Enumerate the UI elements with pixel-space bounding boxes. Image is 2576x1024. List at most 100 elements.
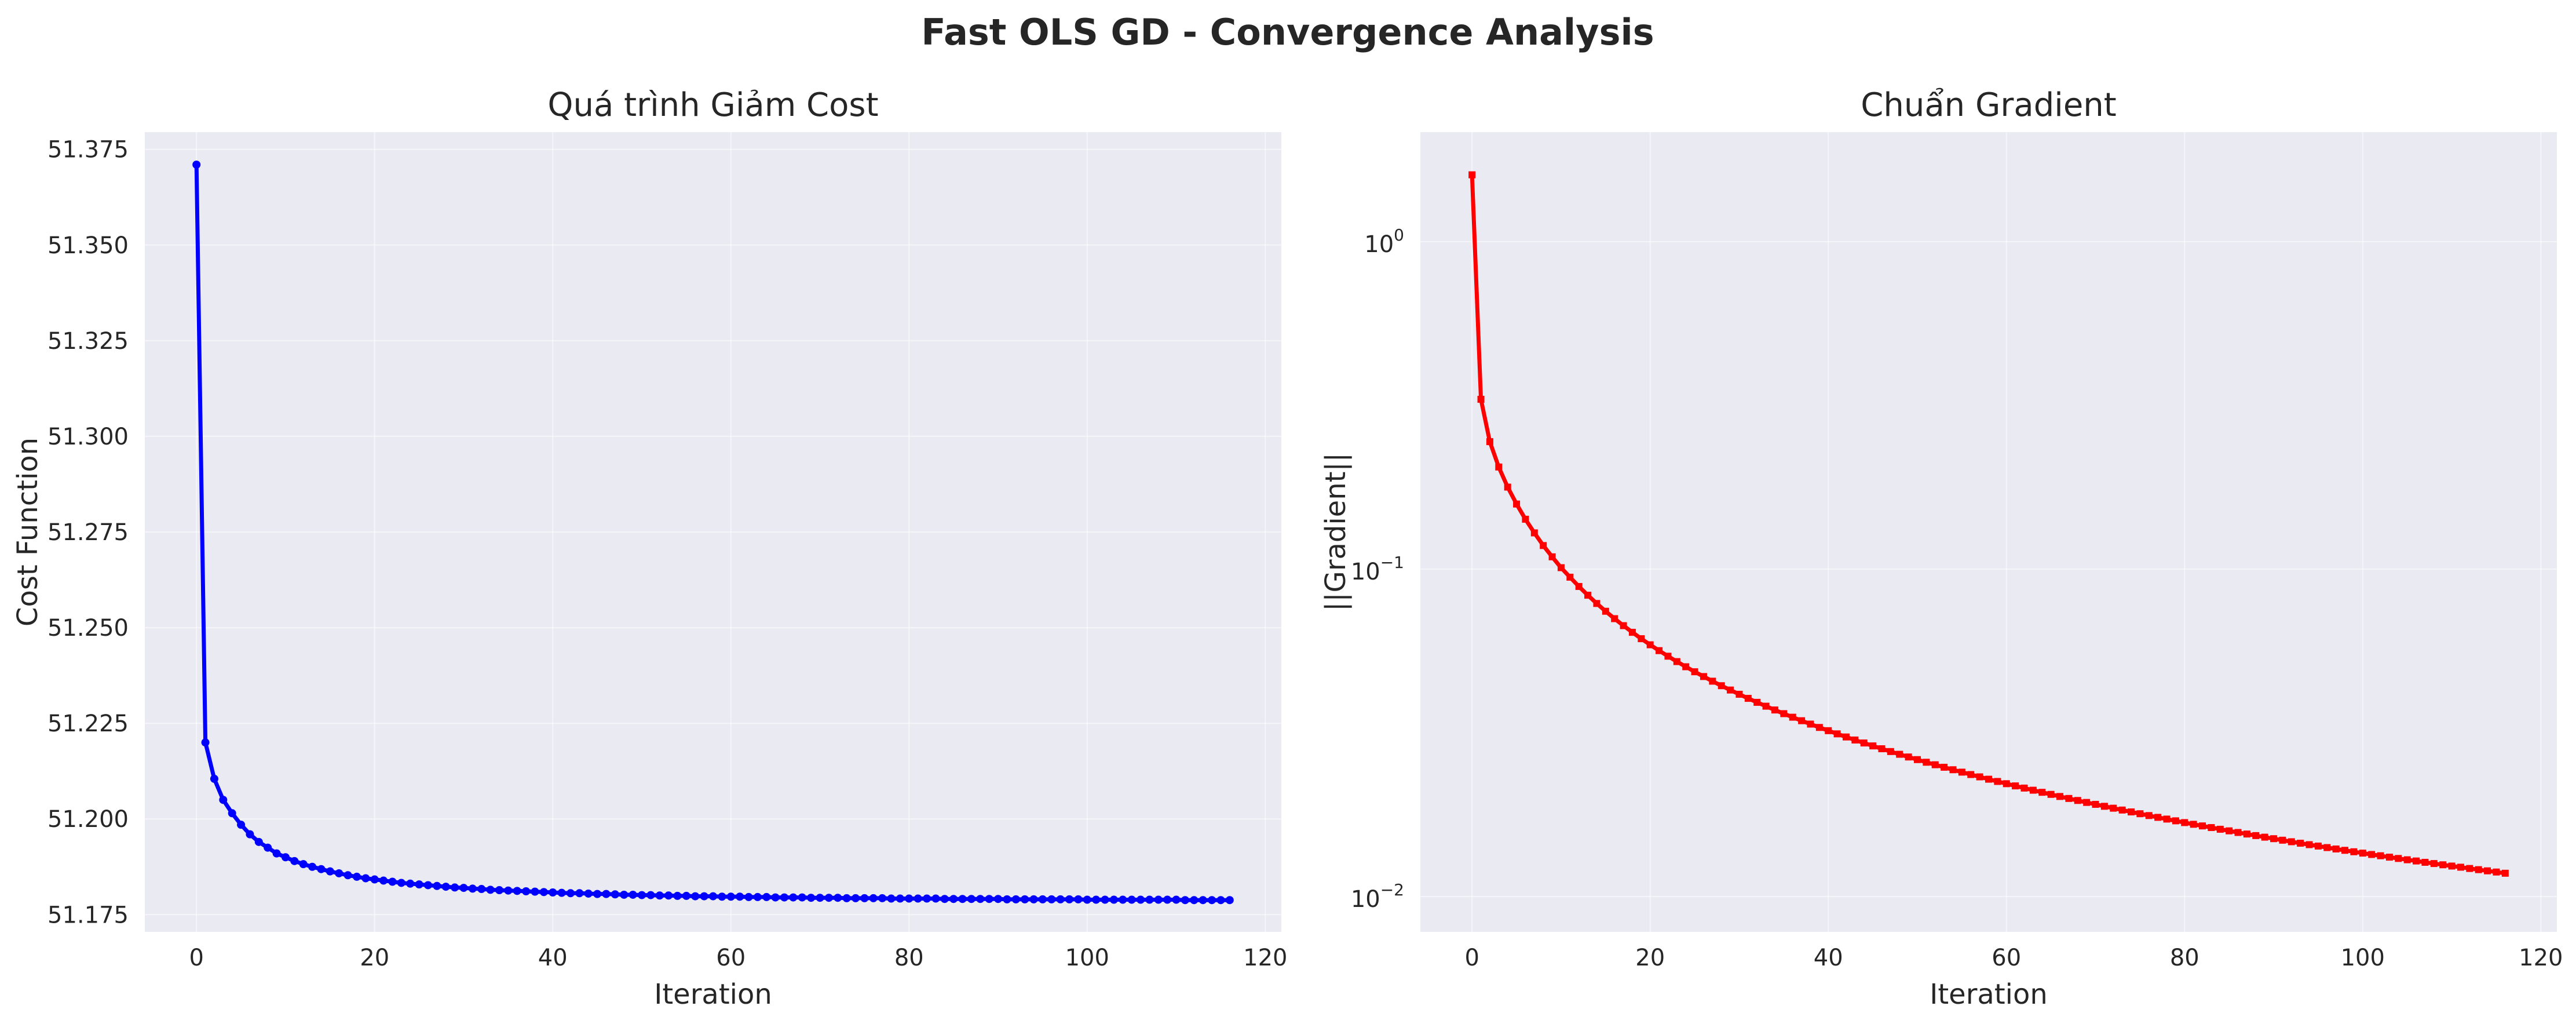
gradient-x-tick-label: 80 — [2170, 945, 2199, 971]
gradient-data-point — [2279, 836, 2286, 844]
cost-data-point — [415, 880, 423, 889]
gradient-data-point — [2083, 799, 2091, 806]
gradient-data-point — [2154, 814, 2162, 821]
gradient-data-point — [1896, 750, 1903, 758]
gradient-data-point — [1789, 713, 1796, 721]
gradient-data-point — [2110, 804, 2117, 812]
gradient-data-point — [1620, 622, 1627, 629]
cost-data-point — [1011, 895, 1020, 903]
gradient-data-point — [1709, 677, 1716, 685]
gradient-chart-title: Chuẩn Gradient — [1861, 86, 2116, 124]
cost-data-point — [219, 796, 228, 804]
cost-data-point — [1199, 896, 1207, 905]
cost-data-point — [1047, 895, 1056, 903]
cost-data-point — [397, 879, 405, 887]
cost-data-point — [451, 883, 459, 892]
gradient-data-point — [2003, 780, 2010, 788]
cost-data-point — [736, 892, 744, 901]
cost-data-point — [335, 869, 344, 877]
gradient-data-point — [2297, 840, 2304, 847]
cost-data-point — [1021, 895, 1029, 903]
cost-data-point — [513, 887, 521, 895]
gradient-data-point — [1646, 641, 1654, 648]
gradient-data-point — [1584, 592, 1592, 599]
gradient-y-tick-label: 10−2 — [1351, 880, 1404, 913]
gradient-data-point — [1593, 600, 1601, 607]
gradient-data-point — [1887, 748, 1894, 755]
gradient-data-point — [1860, 739, 1868, 747]
cost-x-tick-label: 40 — [538, 945, 568, 971]
cost-data-point — [691, 892, 700, 901]
gradient-data-point — [2118, 806, 2126, 814]
gradient-x-axis-label: Iteration — [1930, 978, 2048, 1011]
gradient-y-tick-exponent: −2 — [1380, 880, 1404, 899]
gradient-x-tick-label: 0 — [1464, 945, 1479, 971]
gradient-data-point — [1815, 724, 1823, 731]
cost-data-point — [985, 895, 993, 903]
gradient-data-point — [1602, 607, 1609, 615]
gradient-data-point — [1949, 766, 1957, 774]
cost-data-point — [264, 843, 272, 852]
cost-data-point — [744, 892, 753, 901]
cost-data-point — [192, 161, 201, 169]
cost-data-point — [531, 887, 539, 896]
gradient-data-point — [2385, 854, 2393, 861]
gradient-data-point — [1967, 771, 1975, 778]
cost-data-point — [584, 889, 593, 898]
cost-data-point — [887, 894, 896, 903]
cost-data-point — [923, 894, 931, 903]
cost-data-point — [1065, 895, 1074, 903]
cost-data-point — [549, 888, 557, 897]
cost-data-point — [486, 885, 495, 894]
gradient-data-point — [2029, 786, 2037, 794]
gradient-data-point — [2484, 867, 2491, 874]
cost-data-point — [976, 895, 985, 903]
cost-data-point — [896, 894, 904, 903]
cost-data-point — [655, 891, 664, 900]
gradient-data-point — [2074, 797, 2081, 804]
cost-data-point — [771, 893, 780, 902]
figure-title: Fast OLS GD - Convergence Analysis — [921, 11, 1654, 53]
gradient-data-point — [2065, 795, 2073, 802]
gradient-data-point — [1923, 759, 1930, 766]
cost-data-point — [1154, 895, 1163, 904]
cost-x-tick-label: 120 — [1243, 945, 1287, 971]
cost-y-tick-label: 51.225 — [47, 710, 129, 737]
gradient-data-point — [2190, 821, 2197, 828]
cost-data-point — [495, 886, 503, 895]
gradient-data-point — [2466, 865, 2473, 872]
gradient-data-point — [2493, 868, 2500, 876]
cost-data-point — [673, 891, 682, 900]
gradient-data-point — [1700, 673, 1707, 680]
cost-grid — [145, 132, 1281, 932]
gradient-data-point — [2226, 827, 2233, 834]
cost-data-point — [326, 867, 334, 876]
cost-data-point — [914, 894, 922, 903]
gradient-data-point — [2038, 789, 2046, 796]
cost-data-point — [646, 891, 655, 899]
gradient-data-point — [2181, 819, 2188, 826]
cost-data-point — [762, 892, 771, 901]
cost-data-point — [1163, 895, 1172, 904]
gradient-data-point — [1468, 171, 1476, 178]
cost-x-tick-label: 80 — [894, 945, 924, 971]
gradient-data-point — [2350, 848, 2358, 855]
cost-data-point — [477, 885, 486, 894]
gradient-data-point — [1753, 698, 1761, 706]
gradient-data-point — [1833, 730, 1841, 738]
cost-data-point — [1092, 895, 1101, 904]
cost-data-point — [370, 875, 379, 884]
cost-data-point — [1119, 895, 1127, 904]
gradient-data-point — [1941, 763, 1948, 771]
gradient-x-tick-label: 40 — [1814, 945, 1843, 971]
gradient-data-point — [2457, 863, 2464, 871]
gradient-data-point — [2261, 833, 2268, 841]
cost-data-point — [1074, 895, 1083, 903]
cost-data-point — [459, 884, 468, 892]
cost-data-point — [637, 891, 646, 899]
gradient-data-point — [1905, 753, 1912, 761]
cost-y-tick-label: 51.325 — [47, 328, 129, 355]
cost-data-point — [379, 876, 388, 885]
cost-data-point — [352, 872, 361, 881]
